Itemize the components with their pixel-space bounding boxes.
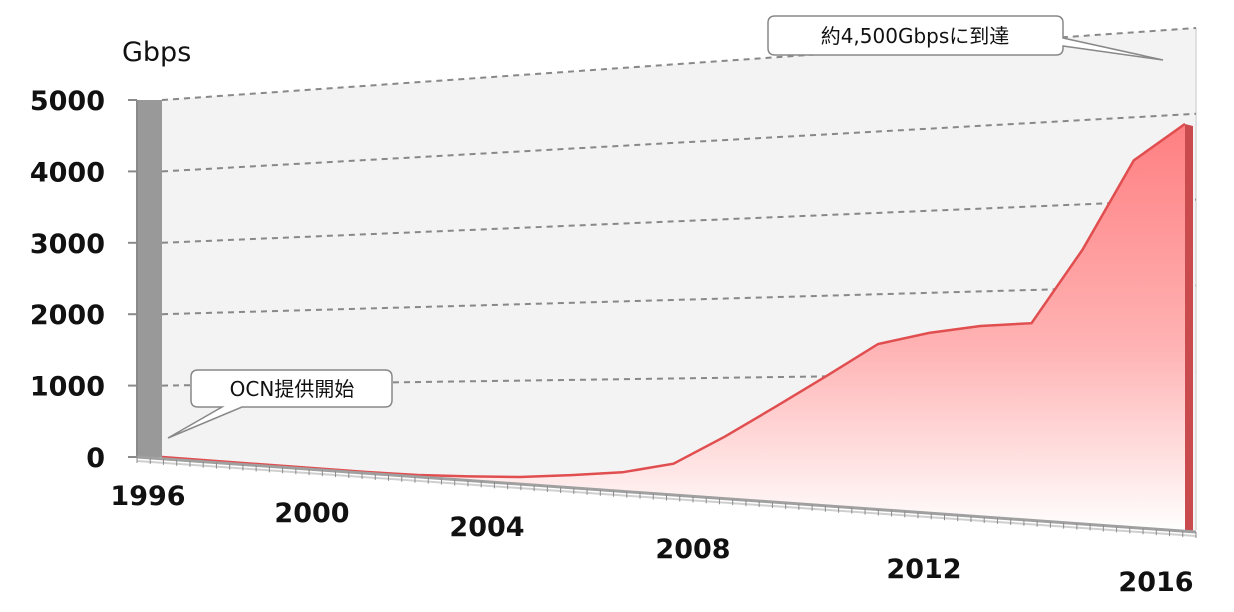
y-axis: 0 1000 2000 3000 4000 5000 — [30, 86, 137, 474]
callout-ocn-start-text: OCN提供開始 — [230, 377, 355, 401]
x-tick-label-2012: 2012 — [886, 554, 961, 585]
callout-ocn-start-box — [167, 369, 393, 439]
y-tick-label-1000: 1000 — [30, 372, 105, 403]
x-axis: 1996 2000 2004 2008 2012 2016 — [110, 457, 1197, 598]
area-fill — [162, 123, 1185, 533]
y-tick-label-0: 0 — [86, 443, 105, 474]
y-tick-label-5000: 5000 — [30, 86, 105, 117]
callout-reached-text: 約4,500Gbpsに到達 — [821, 24, 1010, 48]
area-line — [161, 122, 1186, 479]
x-tick-label-1996: 1996 — [110, 481, 185, 512]
gridline-2000 — [161, 284, 1197, 316]
y-tick-label-3000: 3000 — [30, 229, 105, 260]
y-tick-label-4000: 4000 — [30, 157, 105, 188]
y-axis-bar — [137, 100, 162, 457]
x-tick-label-2016: 2016 — [1118, 567, 1193, 598]
series-area — [161, 122, 1193, 533]
y-axis-unit-label: Gbps — [122, 37, 191, 68]
x-tick-label-2000: 2000 — [274, 498, 349, 529]
callout-reached: 約4,500Gbpsに到達 — [767, 15, 1164, 61]
callout-ocn-start: OCN提供開始 — [167, 369, 393, 439]
gridline-3000 — [161, 198, 1197, 244]
x-tick-label-2004: 2004 — [449, 512, 524, 543]
gridline-4000 — [161, 112, 1197, 173]
y-tick-label-2000: 2000 — [30, 300, 105, 331]
area-side-face — [1185, 123, 1193, 532]
x-tick-label-2008: 2008 — [655, 534, 730, 565]
callout-reached-box — [767, 15, 1164, 61]
